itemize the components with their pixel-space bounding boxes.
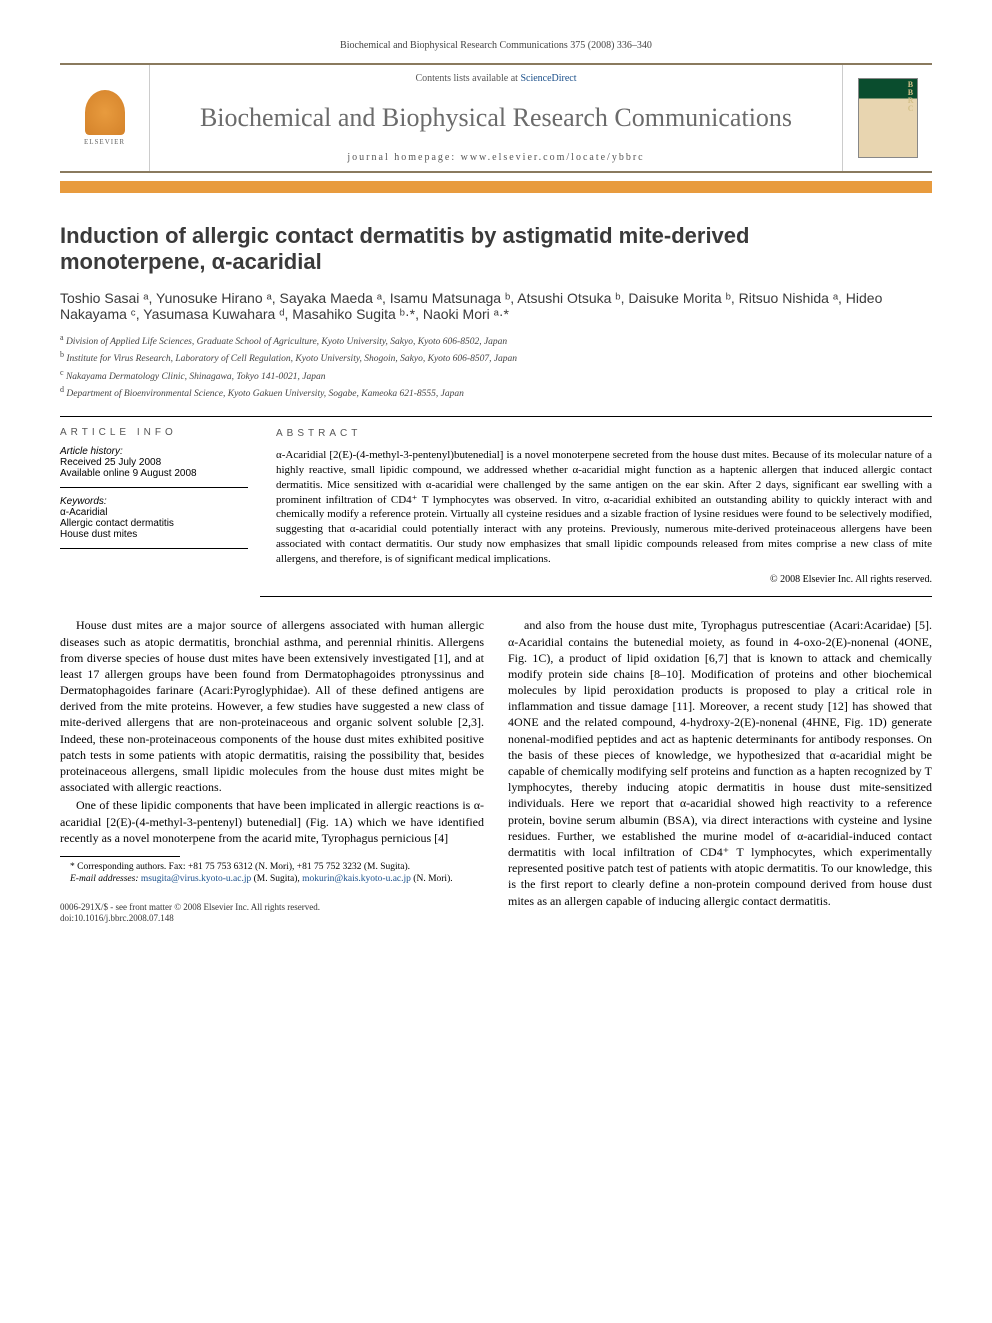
email-link-2[interactable]: mokurin@kais.kyoto-u.ac.jp: [302, 874, 411, 884]
body-p1: House dust mites are a major source of a…: [60, 617, 484, 795]
journal-homepage: journal homepage: www.elsevier.com/locat…: [347, 152, 644, 163]
affiliation-d: d Department of Bioenvironmental Science…: [60, 384, 932, 401]
issn-line: 0006-291X/$ - see front matter © 2008 El…: [60, 902, 484, 914]
article-title: Induction of allergic contact dermatitis…: [60, 223, 932, 276]
affiliations: a Division of Applied Life Sciences, Gra…: [60, 332, 932, 402]
publisher-logo-area: ELSEVIER: [60, 65, 150, 171]
footnote-block: * Corresponding authors. Fax: +81 75 753…: [60, 856, 484, 925]
homepage-url[interactable]: www.elsevier.com/locate/ybbrc: [461, 152, 645, 163]
history-label: Article history:: [60, 446, 248, 457]
abstract-text: α-Acaridial [2(E)-(4-methyl-3-pentenyl)b…: [276, 448, 932, 567]
journal-cover-icon: BBRC: [858, 78, 918, 158]
corresponding-author: * Corresponding authors. Fax: +81 75 753…: [60, 861, 484, 873]
affiliation-b: b Institute for Virus Research, Laborato…: [60, 349, 932, 366]
body-p2: One of these lipidic components that hav…: [60, 797, 484, 846]
abstract-heading: ABSTRACT: [276, 427, 932, 441]
footnote-rule: [60, 856, 180, 857]
elsevier-logo: ELSEVIER: [75, 83, 135, 153]
online-date: Available online 9 August 2008: [60, 468, 248, 479]
title-line-2: monoterpene, α-acaridial: [60, 249, 322, 274]
article-body: House dust mites are a major source of a…: [60, 617, 932, 925]
contents-label: Contents lists available at: [415, 73, 517, 84]
keywords-block: Keywords: α-Acaridial Allergic contact d…: [60, 496, 248, 549]
info-abstract-row: ARTICLE INFO Article history: Received 2…: [60, 416, 932, 598]
affiliation-c: c Nakayama Dermatology Clinic, Shinagawa…: [60, 367, 932, 384]
keyword-2: Allergic contact dermatitis: [60, 518, 248, 529]
keyword-3: House dust mites: [60, 529, 248, 540]
header-center: Contents lists available at ScienceDirec…: [150, 65, 842, 171]
cover-abbr: BBRC: [908, 81, 914, 113]
contents-available: Contents lists available at ScienceDirec…: [415, 73, 576, 84]
keywords-label: Keywords:: [60, 496, 248, 507]
email-label: E-mail addresses:: [70, 874, 139, 884]
author-list: Toshio Sasai ᵃ, Yunosuke Hirano ᵃ, Sayak…: [60, 290, 932, 322]
doi-line: doi:10.1016/j.bbrc.2008.07.148: [60, 913, 484, 925]
accent-bar: [60, 181, 932, 193]
footnotes: * Corresponding authors. Fax: +81 75 753…: [60, 861, 484, 886]
body-p3: and also from the house dust mite, Tyrop…: [508, 617, 932, 908]
journal-reference: Biochemical and Biophysical Research Com…: [60, 40, 932, 51]
abstract-copyright: © 2008 Elsevier Inc. All rights reserved…: [276, 573, 932, 587]
email-who-2: (N. Mori).: [413, 874, 452, 884]
affiliation-a: a Division of Applied Life Sciences, Gra…: [60, 332, 932, 349]
journal-cover-area: BBRC: [842, 65, 932, 171]
email-link-1[interactable]: msugita@virus.kyoto-u.ac.jp: [141, 874, 251, 884]
elsevier-tree-icon: [85, 90, 125, 135]
article-info: ARTICLE INFO Article history: Received 2…: [60, 417, 260, 598]
journal-header: ELSEVIER Contents lists available at Sci…: [60, 63, 932, 173]
page-footer: 0006-291X/$ - see front matter © 2008 El…: [60, 902, 484, 925]
sciencedirect-link[interactable]: ScienceDirect: [520, 73, 576, 84]
title-line-1: Induction of allergic contact dermatitis…: [60, 223, 749, 248]
abstract: ABSTRACT α-Acaridial [2(E)-(4-methyl-3-p…: [260, 417, 932, 598]
email-line: E-mail addresses: msugita@virus.kyoto-u.…: [60, 873, 484, 885]
homepage-label: journal homepage:: [347, 152, 460, 163]
journal-name: Biochemical and Biophysical Research Com…: [200, 103, 792, 133]
article-history: Article history: Received 25 July 2008 A…: [60, 446, 248, 488]
received-date: Received 25 July 2008: [60, 457, 248, 468]
keyword-1: α-Acaridial: [60, 507, 248, 518]
email-who-1: (M. Sugita),: [254, 874, 300, 884]
publisher-name: ELSEVIER: [84, 138, 125, 146]
article-info-heading: ARTICLE INFO: [60, 427, 248, 438]
